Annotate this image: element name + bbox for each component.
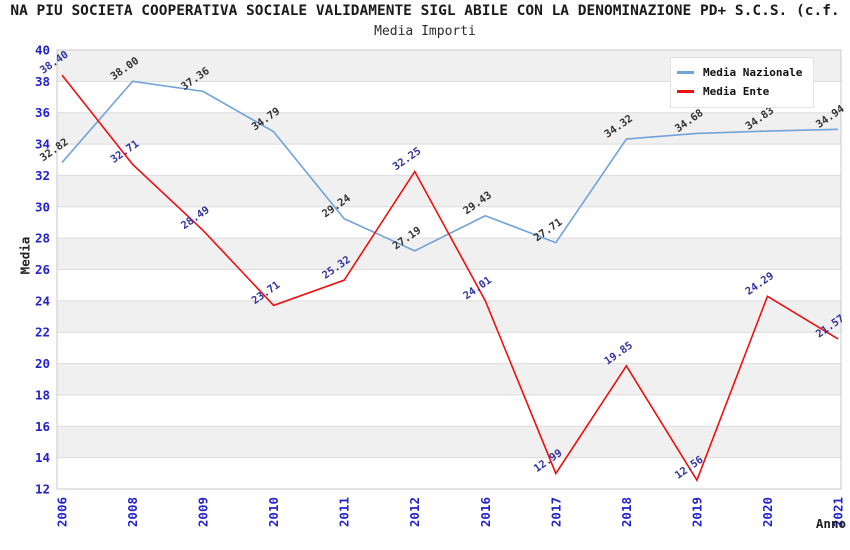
- y-tick-label: 26: [35, 262, 50, 277]
- y-tick-label: 34: [35, 137, 50, 152]
- x-tick-label: 2010: [266, 497, 281, 527]
- y-tick-label: 32: [35, 168, 50, 183]
- background-band: [57, 175, 841, 207]
- value-label: 24.01: [461, 274, 494, 302]
- value-label: 28.49: [179, 204, 212, 232]
- value-label: 32.25: [391, 145, 424, 173]
- x-tick-label: 2016: [478, 497, 493, 527]
- x-tick-label: 2011: [337, 497, 352, 527]
- value-label: 24.29: [743, 270, 776, 298]
- x-tick-label: 2021: [831, 497, 846, 527]
- x-tick-label: 2018: [619, 497, 634, 527]
- series-line-media-ente: [61, 74, 839, 483]
- legend-item-media-ente: Media Ente: [677, 82, 807, 101]
- y-tick-label: 18: [35, 387, 50, 402]
- background-band: [57, 112, 841, 145]
- legend: Media Nazionale Media Ente: [670, 57, 814, 108]
- background-band: [57, 363, 841, 395]
- y-tick-label: 12: [35, 482, 50, 497]
- x-axis-title: Anno: [815, 516, 846, 531]
- chart-title: NA PIU SOCIETA COOPERATIVA SOCIALE VALID…: [10, 3, 840, 19]
- y-axis-title: Media: [17, 236, 33, 275]
- y-tick-label: 20: [35, 356, 50, 371]
- chart-subtitle: Media Importi: [374, 24, 476, 39]
- y-tick-label: 40: [35, 43, 50, 58]
- x-tick-label: 2009: [196, 497, 211, 527]
- series-line-media-nazionale: [61, 80, 839, 252]
- x-tick-label: 2006: [55, 497, 70, 527]
- legend-line-swatch-nazionale: [677, 71, 694, 74]
- background-band: [57, 426, 841, 458]
- x-tick-label: 2020: [760, 497, 775, 527]
- background-band: [57, 300, 841, 333]
- x-tick-label: 2019: [689, 497, 704, 527]
- x-tick-label: 2008: [125, 497, 140, 527]
- y-tick-label: 16: [35, 419, 50, 434]
- background-band: [57, 238, 841, 270]
- plot-border: [56, 49, 842, 490]
- legend-label-ente: Media Ente: [703, 85, 770, 98]
- legend-label-nazionale: Media Nazionale: [703, 66, 803, 79]
- y-tick-label: 22: [35, 325, 50, 340]
- y-tick-label: 30: [35, 199, 50, 214]
- y-tick-label: 38: [35, 74, 50, 89]
- y-tick-label: 24: [35, 293, 50, 308]
- x-tick-label: 2012: [407, 497, 422, 527]
- legend-line-swatch-ente: [677, 90, 694, 93]
- x-tick-label: 2017: [548, 497, 563, 527]
- legend-item-media-nazionale: Media Nazionale: [677, 63, 807, 82]
- y-tick-label: 28: [35, 231, 50, 246]
- y-tick-label: 36: [35, 105, 50, 120]
- y-tick-label: 14: [35, 450, 50, 465]
